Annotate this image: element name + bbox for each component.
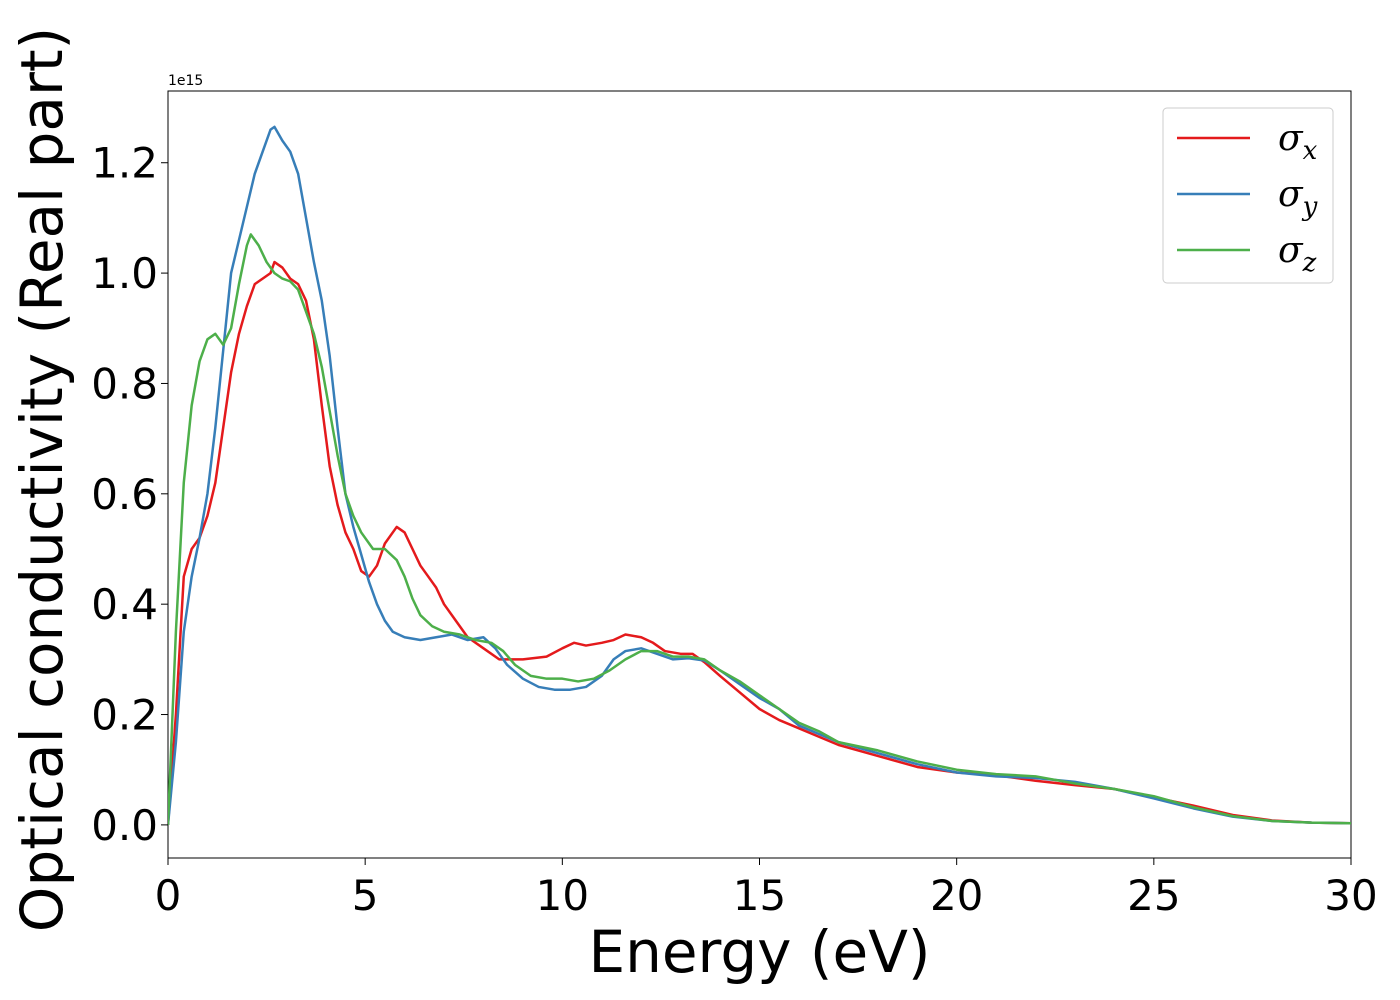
x-tick-label: 10 <box>536 871 589 920</box>
legend-box <box>1162 107 1334 284</box>
y-tick-label: 1.2 <box>91 139 158 188</box>
legend-subscript: z <box>1302 248 1317 278</box>
x-axis-ticks: 0 5 10 15 20 25 30 <box>155 858 1378 920</box>
x-tick-label: 25 <box>1127 871 1180 920</box>
x-tick-label: 15 <box>733 871 786 920</box>
series-line-sigma-z <box>168 233 1351 825</box>
x-tick-label: 5 <box>352 871 379 920</box>
y-axis-label: Optical conductivity (Real part) <box>8 27 76 932</box>
y-tick-label: 0.4 <box>91 580 158 629</box>
y-axis-ticks: 0.0 0.2 0.4 0.6 0.8 1.0 1.2 <box>91 139 168 850</box>
x-tick-label: 30 <box>1324 871 1377 920</box>
series-line-sigma-x <box>168 260 1351 825</box>
series-layer <box>168 125 1351 826</box>
y-tick-label: 0.8 <box>91 359 158 408</box>
y-tick-label: 0.2 <box>91 691 158 740</box>
y-axis-offset-label: 1e15 <box>168 73 203 89</box>
legend-subscript: y <box>1302 192 1318 222</box>
y-tick-label: 0.6 <box>91 470 158 519</box>
y-tick-label: 0.0 <box>91 801 158 850</box>
y-tick-label: 1.0 <box>91 249 158 298</box>
x-tick-label: 0 <box>155 871 182 920</box>
x-tick-label: 20 <box>930 871 983 920</box>
series-line-sigma-y <box>168 125 1351 826</box>
legend-subscript: x <box>1303 136 1318 166</box>
x-axis-label: Energy (eV) <box>588 918 930 986</box>
